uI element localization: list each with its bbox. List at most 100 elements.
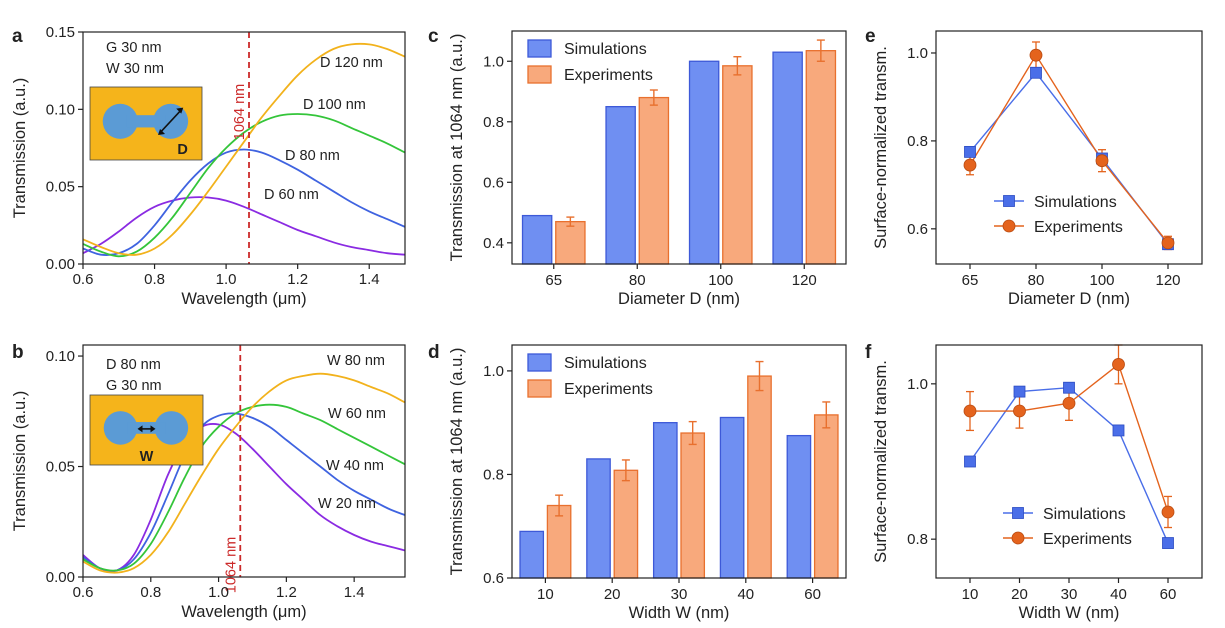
b-inset-disk-left [103, 411, 138, 445]
a-xtick-label: 0.8 [144, 271, 165, 288]
b-series-label: W 60 nm [328, 406, 386, 422]
a-inset-diameter-arrow [158, 108, 183, 135]
a-series-line-orange [83, 42, 405, 256]
a-xtick-label: 1.0 [216, 271, 237, 288]
c-bar-simulation [688, 60, 720, 265]
f-experiment-marker [1013, 404, 1026, 418]
f-x-axis-label: Width W (nm) [1019, 604, 1120, 622]
d-legend-label: Experiments [564, 381, 653, 398]
panel-e-plot: Simulations Experiments 65 80 100 120 0.6 0.8 1.… [872, 30, 1203, 308]
e-legend-label: Experiments [1034, 219, 1123, 236]
b-series-line-green [83, 403, 405, 572]
e-y-axis-label: Surface-normalized transm. [872, 46, 890, 249]
f-xtick-label: 40 [1110, 586, 1127, 603]
d-ytick-label: 0.8 [483, 466, 504, 483]
b-inset-bridge [127, 422, 166, 434]
c-legend-swatch-experiments [527, 65, 552, 84]
a-inset-disk-left [102, 103, 138, 139]
d-bar-experiment [613, 469, 639, 579]
b-series-label: W 20 nm [318, 496, 376, 512]
b-reference-label: 1064 nm [223, 537, 239, 593]
c-xtick-label: 80 [629, 272, 646, 289]
b-ytick-label: 0.00 [46, 569, 75, 586]
e-experiment-marker [963, 158, 977, 172]
d-xtick-label: 60 [804, 586, 821, 603]
c-bar-experiment [555, 220, 586, 265]
d-xtick-label: 20 [604, 586, 621, 603]
e-experiment-marker [1161, 236, 1175, 250]
panel-a-letter: a [12, 26, 23, 47]
b-xtick-label: 0.8 [140, 584, 161, 601]
d-ytick-label: 0.6 [483, 570, 504, 587]
a-plot-frame [82, 31, 406, 265]
c-y-axis-label: Transmission at 1064 nm (a.u.) [448, 34, 466, 262]
a-y-axis-label: Transmission (a.u.) [11, 78, 29, 219]
b-series-line-blue [83, 412, 405, 572]
panel-c-letter: c [428, 26, 439, 47]
f-simulation-marker [1162, 537, 1174, 549]
e-plot-frame [935, 30, 1203, 265]
a-series-line-blue [83, 148, 405, 256]
e-x-axis-label: Diameter D (nm) [1008, 290, 1130, 308]
b-series-line-purple [83, 423, 405, 573]
panel-c-plot: 65 80 100 120 Simulations Experiments 0.4 0.6 0.… [448, 30, 847, 308]
panel-b-plot: W 20 nm W 40 nm W 60 nm W 80 nm 1064 nm D 80 … [11, 344, 406, 621]
panel-a: a D 60 nm D 80 nm D 100 nm D 120 nm 1064 nm G… [11, 24, 406, 308]
a-inset-arrowhead-icon [176, 107, 184, 114]
panel-e: e Simulations Experiments 65 80 100 120 0.6 0.8… [865, 26, 1203, 308]
b-xtick-label: 1.2 [276, 584, 297, 601]
d-bar-simulation [586, 458, 611, 579]
a-reference-label: 1064 nm [232, 84, 248, 140]
a-inset-label: D [177, 142, 187, 158]
f-xtick-label: 10 [962, 586, 979, 603]
panel-f-plot: Simulations Experiments 10 20 30 40 60 0.8 1.0 Su… [872, 344, 1203, 622]
c-bar-experiment [722, 65, 753, 265]
b-inset-arrowhead-icon [137, 425, 143, 433]
a-inset-bridge [126, 115, 166, 128]
a-parameter-text: W 30 nm [106, 61, 164, 77]
d-plot-frame [511, 344, 847, 579]
c-ytick-label: 0.8 [483, 114, 504, 131]
d-legend-swatch-simulations [527, 353, 552, 372]
d-bar-simulation [786, 434, 812, 579]
panel-c: c 65 80 100 120 Simulations Experiments 0.4 0.6… [428, 26, 847, 308]
d-bar-experiment [747, 375, 772, 579]
a-xtick-label: 1.2 [287, 271, 308, 288]
e-xtick-label: 65 [962, 272, 979, 289]
c-bar-simulation [772, 51, 803, 265]
d-bar-experiment [680, 432, 706, 579]
a-series-line-purple [83, 196, 405, 256]
d-ytick-label: 1.0 [483, 363, 504, 380]
panel-b: b W 20 nm W 40 nm W 60 nm W 80 nm 1064 nm D 8… [11, 342, 406, 621]
f-xtick-label: 30 [1061, 586, 1078, 603]
b-plot-frame [82, 344, 406, 578]
a-xtick-label: 0.6 [73, 271, 94, 288]
c-bar-experiment [805, 50, 837, 265]
a-series-label: D 120 nm [320, 55, 383, 71]
b-series-label: W 40 nm [326, 458, 384, 474]
c-ytick-label: 0.6 [483, 174, 504, 191]
c-ytick-label: 0.4 [483, 235, 504, 252]
d-legend-label: Simulations [564, 355, 647, 372]
a-ytick-label: 0.05 [46, 179, 75, 196]
c-legend-label: Experiments [564, 67, 653, 84]
e-xtick-label: 80 [1028, 272, 1045, 289]
panel-a-plot: D 60 nm D 80 nm D 100 nm D 120 nm 1064 nm G 3… [11, 24, 406, 308]
a-ytick-label: 0.10 [46, 101, 75, 118]
panel-f: f Simulations Experiments 10 20 30 40 60 0.8 1.0… [865, 342, 1203, 622]
d-xtick-label: 40 [737, 586, 754, 603]
f-ytick-label: 0.8 [907, 531, 928, 548]
a-series-label: D 100 nm [303, 97, 366, 113]
a-inset-arrowhead-icon [158, 128, 166, 135]
f-experiment-marker [1161, 505, 1175, 519]
c-plot-frame [511, 30, 847, 265]
c-x-axis-label: Diameter D (nm) [618, 290, 740, 308]
e-legend-marker-experiments [1002, 219, 1016, 233]
b-inset-disk-right [154, 411, 189, 445]
b-xtick-label: 0.6 [73, 584, 94, 601]
d-bar-simulation [519, 530, 545, 579]
c-bar-simulation [521, 214, 553, 265]
e-ytick-label: 0.8 [907, 133, 928, 150]
d-xtick-label: 30 [671, 586, 688, 603]
